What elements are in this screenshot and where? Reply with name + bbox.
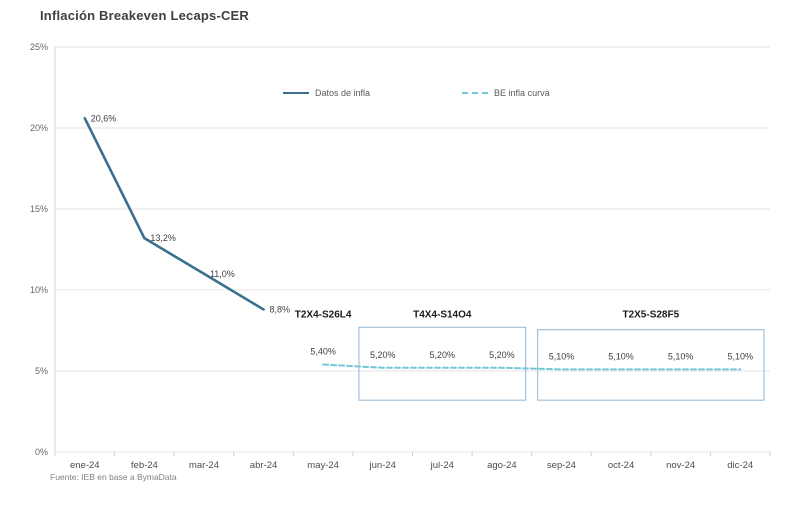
highlight-box <box>537 329 765 401</box>
legend-label-be-infla-curva: BE infla curva <box>494 88 550 98</box>
data-point-label: 5,10% <box>549 351 575 361</box>
legend-item-datos-de-infla: Datos de infla <box>283 88 370 98</box>
x-axis-tick-label: feb-24 <box>131 460 158 471</box>
data-point-label: 11,0% <box>210 269 235 279</box>
data-point-label: 20,6% <box>91 113 117 123</box>
x-axis-tick-label: oct-24 <box>608 460 634 471</box>
x-axis-tick-label: nov-24 <box>666 460 695 471</box>
y-axis-tick-label: 15% <box>30 204 48 214</box>
legend-item-be-infla-curva: BE infla curva <box>462 88 550 98</box>
data-point-label: 5,20% <box>430 350 456 360</box>
x-axis-tick-label: mar-24 <box>189 460 219 471</box>
series-line-2 <box>322 363 742 371</box>
data-point-label: 5,10% <box>608 351 634 361</box>
y-axis-tick-label: 25% <box>30 42 48 52</box>
data-point-label: 5,10% <box>727 351 753 361</box>
y-axis-tick-label: 20% <box>30 123 48 133</box>
highlight-box <box>358 326 527 401</box>
solid-line-swatch-icon <box>283 92 309 94</box>
data-point-label: 5,20% <box>489 350 515 360</box>
data-point-label: 8,8% <box>270 304 291 314</box>
ticker-annotation: T4X4-S14O4 <box>413 310 472 321</box>
data-point-label: 13,2% <box>150 233 176 243</box>
x-axis-tick-label: dic-24 <box>727 460 753 471</box>
chart-title: Inflación Breakeven Lecaps-CER <box>40 8 250 23</box>
y-axis-tick-label: 0% <box>35 447 48 457</box>
data-point-label: 5,10% <box>668 351 694 361</box>
ticker-annotation: T2X4-S26L4 <box>295 310 352 321</box>
y-axis-tick-label: 5% <box>35 366 48 376</box>
x-axis-tick-label: jun-24 <box>368 460 395 471</box>
data-point-label: 5,40% <box>310 347 336 357</box>
x-axis-tick-label: may-24 <box>307 460 339 471</box>
x-axis-tick-label: ene-24 <box>70 460 100 471</box>
chart-legend: Datos de infla BE infla curva <box>283 88 550 98</box>
legend-label-datos-de-infla: Datos de infla <box>315 88 371 98</box>
ticker-annotation: T2X5-S28F5 <box>622 310 679 321</box>
x-axis-tick-label: abr-24 <box>250 460 277 471</box>
data-point-label: 5,20% <box>370 350 396 360</box>
series-line-1 <box>83 116 265 311</box>
x-axis-tick-label: sep-24 <box>547 460 576 471</box>
dashed-line-swatch-icon <box>462 92 489 94</box>
source-note: Fuente: IEB en base a BymaData <box>50 472 177 482</box>
y-axis-tick-label: 10% <box>30 285 48 295</box>
x-axis-tick-label: ago-24 <box>487 460 517 471</box>
x-axis-tick-label: jul-24 <box>430 460 454 471</box>
